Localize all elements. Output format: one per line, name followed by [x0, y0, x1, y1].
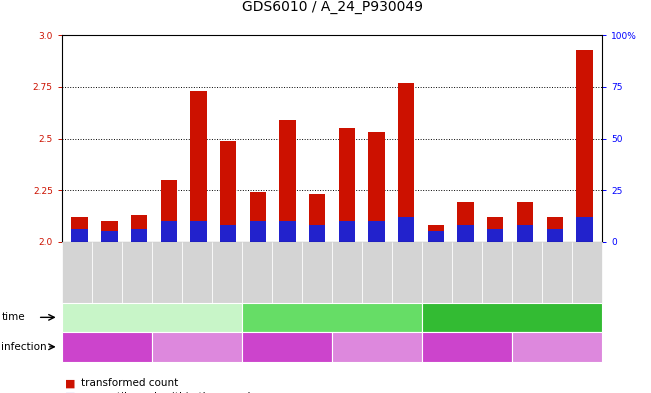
- Bar: [458, 202, 474, 242]
- Bar: [576, 50, 592, 242]
- Bar: [398, 83, 415, 242]
- Text: control: control: [180, 342, 214, 352]
- Bar: [309, 225, 326, 242]
- Bar: [72, 229, 88, 242]
- Text: GSM1626001: GSM1626001: [523, 247, 532, 298]
- Bar: [101, 221, 118, 242]
- Bar: [131, 215, 147, 242]
- Bar: [220, 225, 236, 242]
- Text: GSM1625999: GSM1625999: [372, 246, 381, 298]
- Text: GSM1625998: GSM1625998: [342, 247, 352, 298]
- Text: hour 6: hour 6: [134, 312, 170, 322]
- Text: GDS6010 / A_24_P930049: GDS6010 / A_24_P930049: [242, 0, 422, 14]
- Bar: [279, 221, 296, 242]
- Text: H5N1 (MOI 1): H5N1 (MOI 1): [434, 342, 500, 352]
- Bar: [398, 217, 415, 242]
- Bar: [279, 120, 296, 242]
- Text: infection: infection: [1, 342, 47, 352]
- Text: hour 12: hour 12: [311, 312, 353, 322]
- Text: GSM1626006: GSM1626006: [132, 246, 141, 298]
- Bar: [487, 217, 503, 242]
- Text: GSM1626010: GSM1626010: [432, 247, 441, 298]
- Bar: [487, 229, 503, 242]
- Bar: [161, 180, 177, 242]
- Bar: [458, 225, 474, 242]
- Bar: [517, 225, 533, 242]
- Bar: [339, 221, 355, 242]
- Text: H5N1 (MOI 1): H5N1 (MOI 1): [254, 342, 320, 352]
- Bar: [546, 229, 563, 242]
- Text: GSM1626002: GSM1626002: [553, 247, 562, 298]
- Text: control: control: [360, 342, 394, 352]
- Text: GSM1626009: GSM1626009: [312, 246, 322, 298]
- Text: GSM1626005: GSM1626005: [102, 246, 111, 298]
- Bar: [72, 217, 88, 242]
- Text: GSM1626000: GSM1626000: [402, 246, 411, 298]
- Bar: [428, 225, 444, 242]
- Bar: [131, 229, 147, 242]
- Bar: [517, 202, 533, 242]
- Text: GSM1625995: GSM1625995: [162, 246, 171, 298]
- Text: transformed count: transformed count: [81, 378, 178, 388]
- Text: GSM1626007: GSM1626007: [253, 246, 262, 298]
- Text: GSM1625997: GSM1625997: [223, 246, 232, 298]
- Text: ■: ■: [65, 378, 76, 388]
- Text: GSM1626012: GSM1626012: [493, 247, 502, 298]
- Text: H5N1 (MOI 1): H5N1 (MOI 1): [74, 342, 140, 352]
- Bar: [161, 221, 177, 242]
- Text: GSM1626004: GSM1626004: [72, 246, 81, 298]
- Bar: [309, 194, 326, 242]
- Bar: [190, 221, 206, 242]
- Text: hour 24: hour 24: [490, 312, 534, 322]
- Bar: [576, 217, 592, 242]
- Bar: [101, 231, 118, 242]
- Bar: [249, 192, 266, 242]
- Bar: [368, 132, 385, 242]
- Bar: [428, 231, 444, 242]
- Text: ■: ■: [65, 392, 76, 393]
- Text: percentile rank within the sample: percentile rank within the sample: [81, 392, 257, 393]
- Text: GSM1625996: GSM1625996: [193, 246, 201, 298]
- Bar: [339, 128, 355, 242]
- Text: GSM1626008: GSM1626008: [283, 247, 292, 298]
- Bar: [190, 91, 206, 242]
- Text: control: control: [540, 342, 574, 352]
- Bar: [368, 221, 385, 242]
- Bar: [220, 141, 236, 242]
- Bar: [249, 221, 266, 242]
- Bar: [546, 217, 563, 242]
- Text: time: time: [1, 312, 25, 322]
- Text: GSM1626003: GSM1626003: [583, 246, 592, 298]
- Text: GSM1626011: GSM1626011: [463, 247, 471, 298]
